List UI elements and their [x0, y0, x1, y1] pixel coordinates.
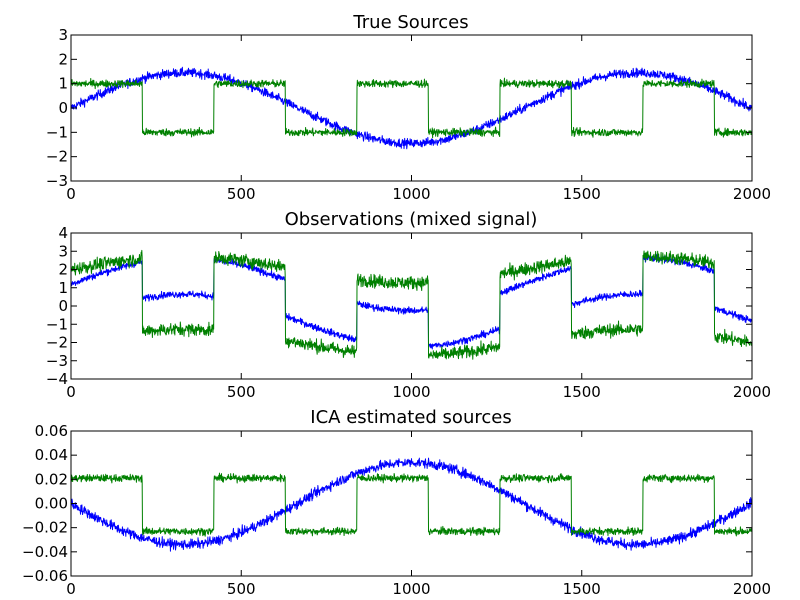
- y-tick-label: 0.00: [35, 495, 68, 513]
- y-tick-label: 0: [58, 99, 68, 117]
- series-line-green: [71, 77, 752, 139]
- series-line-green: [71, 472, 752, 537]
- series-line-green: [71, 249, 752, 360]
- x-tick-label: 1000: [392, 580, 430, 598]
- y-tick-label: −0.02: [22, 519, 68, 537]
- y-tick-label: 3: [58, 242, 68, 260]
- x-tick-label: 500: [227, 580, 256, 598]
- x-tick-label: 2000: [733, 580, 771, 598]
- y-tick-label: −4: [46, 370, 68, 388]
- series-line-blue: [71, 66, 752, 150]
- x-tick-label: 1000: [392, 383, 430, 401]
- x-tick-label: 500: [227, 185, 256, 203]
- x-tick-label: 0: [66, 185, 76, 203]
- y-tick-label: 3: [58, 26, 68, 44]
- y-tick-label: −1: [46, 123, 68, 141]
- series-group: [71, 66, 752, 150]
- series-line-blue: [71, 253, 752, 350]
- panel-ica-estimated: ICA estimated sources 0 500 1000 1500 2000 −0…: [22, 407, 771, 598]
- x-tick-label: 1500: [563, 185, 601, 203]
- panel-title: True Sources: [352, 12, 468, 33]
- y-tick-label: −3: [46, 352, 68, 370]
- x-tick-label: 0: [66, 580, 76, 598]
- y-tick-label: 0.06: [35, 422, 68, 440]
- y-tick-label: 0.04: [35, 446, 68, 464]
- x-tick-label: 2000: [733, 383, 771, 401]
- y-tick-label: 4: [58, 224, 68, 242]
- x-tick-label: 1500: [563, 383, 601, 401]
- panel-title: Observations (mixed signal): [285, 209, 538, 230]
- x-tick-label: 1500: [563, 580, 601, 598]
- series-line-blue: [71, 457, 752, 552]
- y-tick-label: −3: [46, 172, 68, 190]
- y-tick-label: −1: [46, 315, 68, 333]
- y-tick-label: −0.06: [22, 567, 68, 585]
- x-tick-label: 0: [66, 383, 76, 401]
- y-tick-label: 1: [58, 75, 68, 93]
- x-tick-label: 2000: [733, 185, 771, 203]
- x-tick-label: 1000: [392, 185, 430, 203]
- y-tick-label: 1: [58, 279, 68, 297]
- series-group: [71, 249, 752, 360]
- y-tick-label: −2: [46, 148, 68, 166]
- y-tick-label: −0.04: [22, 543, 68, 561]
- series-group: [71, 457, 752, 552]
- panel-title: ICA estimated sources: [310, 407, 511, 428]
- y-tick-label: 2: [58, 261, 68, 279]
- y-tick-label: −2: [46, 334, 68, 352]
- panel-true-sources: True Sources 0 500 1000 1500 2000 −3 −2 −1 0 1 2 3: [46, 12, 771, 203]
- y-tick-label: 0.02: [35, 470, 68, 488]
- y-tick-label: 2: [58, 50, 68, 68]
- x-tick-label: 500: [227, 383, 256, 401]
- panel-observations: Observations (mixed signal) 0 500 1000 1500…: [46, 209, 771, 401]
- y-tick-label: 0: [58, 297, 68, 315]
